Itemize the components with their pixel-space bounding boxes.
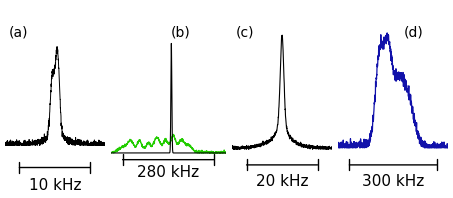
Text: (c): (c) [236,25,254,39]
Text: (d): (d) [404,25,424,39]
Text: 280 kHz: 280 kHz [137,165,199,180]
Text: 300 kHz: 300 kHz [362,174,424,189]
Text: (a): (a) [9,25,28,39]
Text: 20 kHz: 20 kHz [256,174,308,189]
Text: (b): (b) [171,25,191,39]
Text: 10 kHz: 10 kHz [29,178,81,193]
